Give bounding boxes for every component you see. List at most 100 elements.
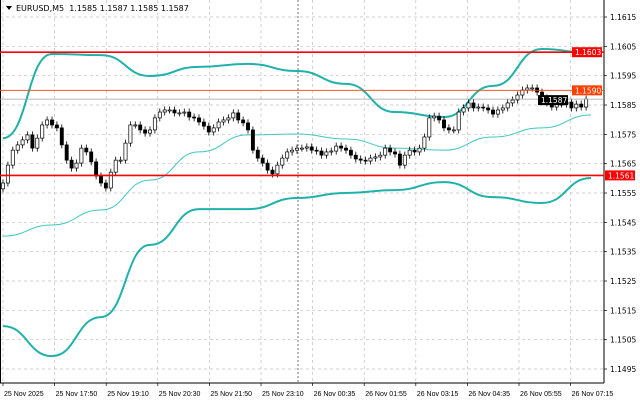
candle-body	[417, 147, 422, 153]
x-tick-label: 26 Nov 04:35	[468, 391, 510, 398]
x-tick-label: 25 Nov 17:50	[56, 391, 98, 398]
candle-body	[373, 156, 378, 159]
candle-body	[30, 134, 35, 149]
candle-body	[231, 112, 236, 119]
candle-body	[275, 164, 280, 175]
y-tick-label: 1.1595	[610, 72, 636, 81]
candle-body	[84, 147, 89, 153]
candle-body	[143, 129, 148, 134]
x-tick-label: 26 Nov 07:15	[572, 391, 614, 398]
bollinger-middle-band	[2, 114, 592, 237]
candle-body	[481, 106, 486, 109]
bollinger-upper-band	[2, 47, 592, 140]
level-price-tag	[572, 47, 602, 58]
low-value: 1.1585	[130, 4, 159, 13]
candle-body	[442, 119, 446, 129]
x-tick-label: 26 Nov 05:55	[520, 391, 562, 398]
candle-body	[368, 157, 373, 162]
candle-body	[94, 161, 99, 177]
candle-body	[329, 150, 334, 153]
candle-body	[378, 154, 383, 158]
candle-body	[290, 149, 295, 153]
candle-body	[172, 109, 177, 114]
candle-body	[353, 154, 358, 160]
candle-body	[255, 149, 260, 159]
level-price-label: 1.1561	[608, 171, 634, 180]
candle-body	[500, 107, 505, 111]
candle-body	[339, 145, 344, 149]
candle-body	[432, 115, 437, 119]
candle-body	[216, 121, 221, 129]
x-tick-label: 25 Nov 2025	[4, 391, 44, 398]
high-value: 1.1587	[99, 4, 128, 13]
candle-body	[388, 147, 393, 153]
candle-body	[167, 109, 172, 112]
candle-body	[412, 149, 417, 153]
y-tick-label: 1.1515	[610, 306, 636, 315]
candle-body	[10, 149, 15, 166]
candle-body	[476, 106, 481, 109]
candle-body	[525, 87, 530, 91]
candle-body	[226, 117, 231, 121]
candle-body	[486, 107, 491, 111]
chart-header: EURUSD,M5 1.1585 1.1587 1.1585 1.1587	[4, 4, 191, 13]
candle-body	[64, 144, 69, 161]
candle-body	[348, 149, 353, 156]
candle-body	[59, 127, 64, 146]
candle-body	[446, 127, 451, 131]
candle-body	[579, 103, 584, 108]
candle-body	[495, 109, 500, 115]
x-tick-label: 25 Nov 19:10	[107, 391, 149, 398]
y-tick-label: 1.1495	[610, 365, 636, 374]
candle-body	[133, 124, 138, 127]
candle-body	[520, 89, 525, 96]
x-tick-label: 25 Nov 23:10	[262, 391, 304, 398]
candle-body	[280, 157, 285, 166]
candle-body	[25, 134, 30, 141]
x-tick-label: 25 Nov 21:50	[210, 391, 252, 398]
candle-body	[515, 94, 520, 101]
level-price-label: 1.1603	[575, 48, 601, 57]
candle-body	[54, 124, 59, 129]
candle-body	[35, 137, 40, 149]
y-tick-label: 1.1555	[610, 189, 636, 198]
candle-body	[427, 117, 432, 138]
candle-body	[393, 151, 397, 155]
candle-body	[69, 159, 74, 169]
bid-price-tag	[538, 95, 568, 106]
candle-body	[162, 109, 167, 113]
y-tick-label: 1.1505	[610, 336, 636, 345]
candle-body	[177, 112, 182, 115]
candle-body	[192, 116, 197, 119]
candle-body	[118, 159, 123, 162]
bid-price-label: 1.1587	[541, 96, 567, 105]
dropdown-triangle-icon[interactable]	[6, 6, 12, 10]
candle-body	[99, 175, 103, 184]
y-tick-label: 1.1525	[610, 277, 636, 286]
candle-body	[221, 119, 226, 123]
candle-body	[182, 111, 187, 114]
candle-body	[250, 129, 255, 151]
x-tick-label: 26 Nov 01:55	[365, 391, 407, 398]
candle-body	[50, 119, 54, 126]
candle-body	[211, 127, 216, 133]
open-value: 1.1585	[69, 4, 98, 13]
candle-body	[471, 102, 476, 109]
candle-body	[79, 147, 84, 164]
candle-body	[138, 124, 143, 131]
y-tick-label: 1.1615	[610, 13, 636, 22]
y-tick-label: 1.1535	[610, 248, 636, 257]
y-tick-label: 1.1575	[610, 130, 636, 139]
candle-body	[530, 87, 535, 90]
candle-body	[20, 139, 25, 146]
candle-body	[128, 124, 133, 144]
candle-body	[324, 151, 329, 156]
candle-body	[15, 144, 20, 151]
candle-body	[584, 98, 589, 108]
candle-body	[334, 145, 339, 152]
candle-body	[407, 149, 412, 156]
candle-body	[319, 150, 324, 156]
candle-body	[246, 122, 250, 131]
